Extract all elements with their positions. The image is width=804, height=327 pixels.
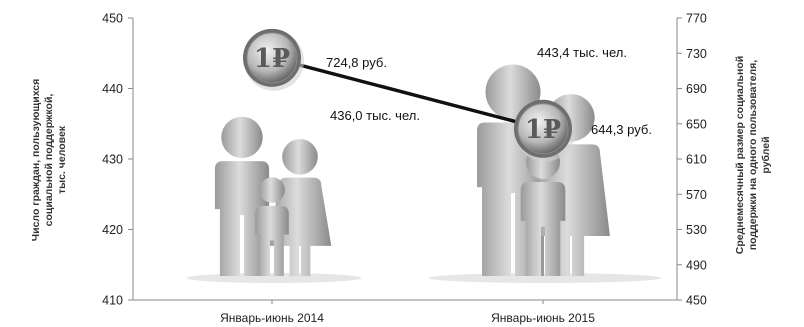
person-head <box>259 177 285 203</box>
people-data-label: 443,4 тыс. чел. <box>537 45 627 60</box>
right-tick-label: 450 <box>686 294 707 308</box>
coin-face <box>517 103 569 155</box>
ruble-coin-icon: 1₽ <box>243 28 304 91</box>
person-head <box>221 116 263 159</box>
support-line <box>271 56 544 131</box>
person-body <box>520 181 566 276</box>
left-tick-label: 430 <box>102 153 123 167</box>
left-tick-label: 410 <box>102 294 123 308</box>
category-label: Январь-июнь 2015 <box>491 311 595 325</box>
right-tick-label: 610 <box>686 153 707 167</box>
people-pictograms <box>186 64 662 283</box>
axis-title-line: Число граждан, пользующихся <box>30 79 42 242</box>
people-data-label: 436,0 тыс. чел. <box>330 108 420 123</box>
category-label: Январь-июнь 2014 <box>220 311 324 325</box>
coin-face <box>246 32 298 84</box>
ruble-coin-icon: 1₽ <box>514 99 575 162</box>
annotations: 436,0 тыс. чел. 443,4 тыс. чел. 724,8 руб.… <box>326 45 652 137</box>
coin-symbol: 1₽ <box>525 115 561 145</box>
coins: 1₽ 1₽ <box>243 28 575 162</box>
support-series-line <box>271 56 544 131</box>
right-axis-title: Среднемесячный размер социальной поддержк… <box>734 56 772 254</box>
right-tick-label: 730 <box>686 47 707 61</box>
support-data-label: 724,8 руб. <box>326 55 387 70</box>
right-tick-label: 650 <box>686 117 707 131</box>
support-data-label: 644,3 руб. <box>591 122 652 137</box>
right-tick-label: 530 <box>686 223 707 237</box>
person-body <box>532 144 610 276</box>
left-tick-label: 440 <box>102 82 123 96</box>
axis-title-line: поддержки на одного пользователя, <box>747 60 759 250</box>
right-tick-label: 570 <box>686 188 707 202</box>
family-pictogram <box>186 116 362 283</box>
left-tick-label: 450 <box>102 12 123 26</box>
right-tick-label: 490 <box>686 258 707 272</box>
left-axis-title: Число граждан, пользующихся социальной по… <box>30 79 68 242</box>
axis-title-line: социальной поддержкой, <box>43 94 55 227</box>
axis-title-line: рублей <box>760 136 772 173</box>
person-body <box>214 161 270 276</box>
axes: 410 420 430 440 450 450 490 530 570 610 650 690 730 7… <box>30 12 772 326</box>
axis-title-line: тыс. человек <box>56 125 68 194</box>
family-pictogram <box>428 64 662 283</box>
axis-title-line: Среднемесячный размер социальной <box>734 56 746 254</box>
coin-symbol: 1₽ <box>254 44 290 74</box>
left-tick-label: 420 <box>102 223 123 237</box>
person-head <box>282 139 318 175</box>
right-tick-label: 690 <box>686 82 707 96</box>
person-body <box>255 205 289 276</box>
right-tick-label: 770 <box>686 12 707 26</box>
person-body <box>268 177 332 276</box>
